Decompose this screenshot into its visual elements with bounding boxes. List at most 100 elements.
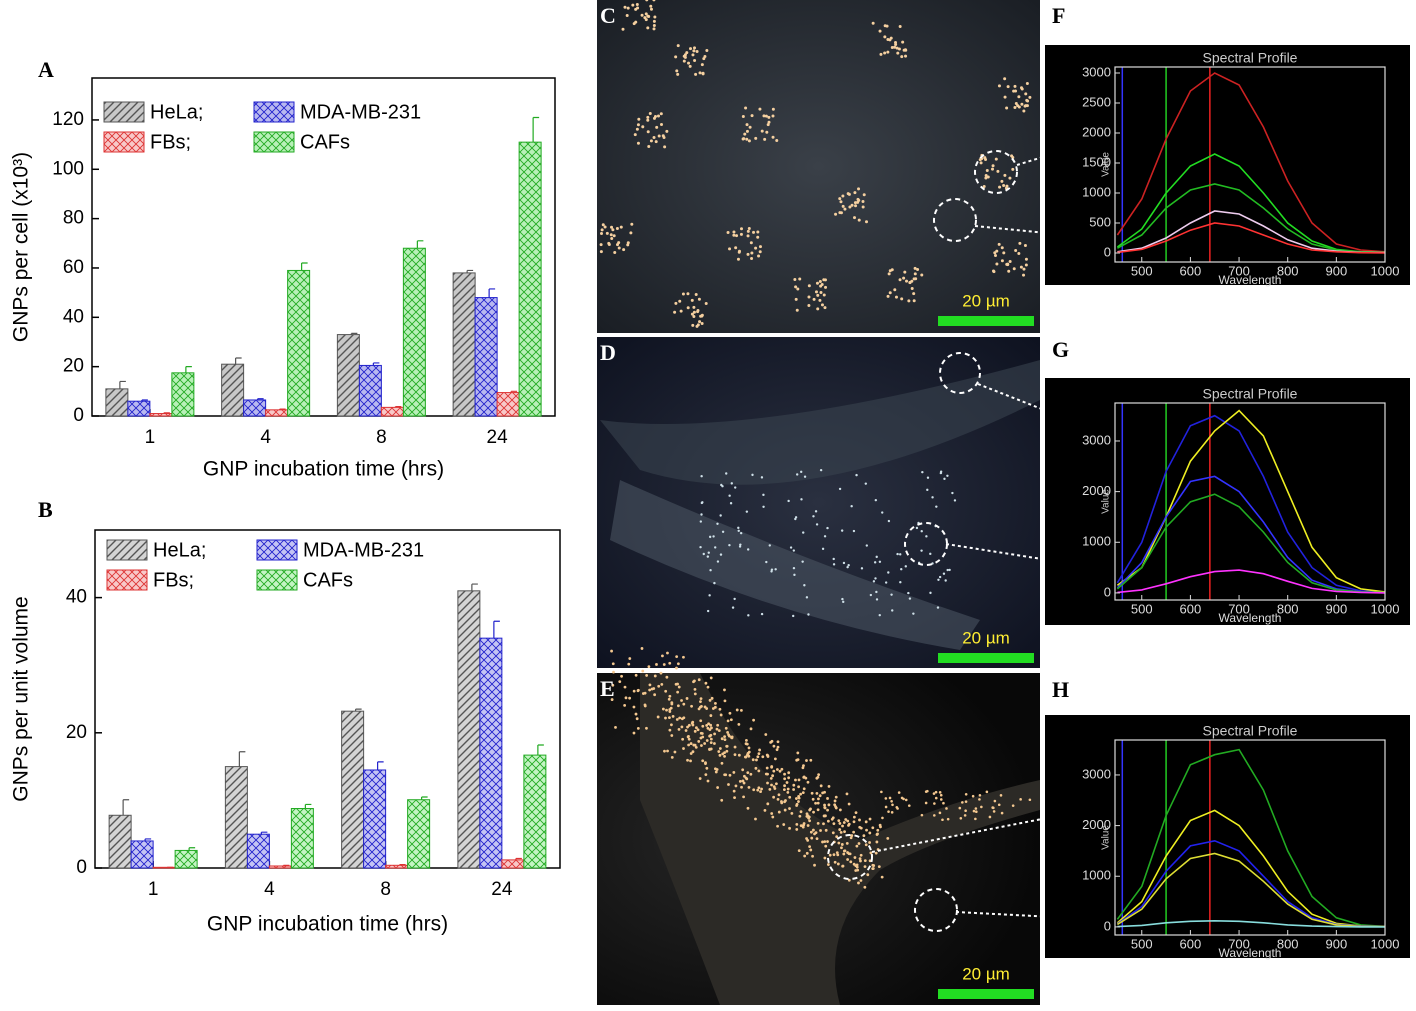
particle — [646, 115, 650, 119]
particle — [682, 59, 686, 63]
particle — [903, 270, 907, 274]
particle — [979, 161, 983, 165]
error-bar — [471, 583, 478, 591]
particle — [845, 792, 849, 796]
particle — [901, 40, 905, 44]
particle — [742, 795, 746, 799]
particle — [831, 816, 835, 820]
particle — [815, 837, 819, 841]
chart-title: Spectral Profile — [1203, 50, 1298, 66]
particle — [824, 285, 828, 289]
particle — [997, 84, 1001, 88]
particle — [721, 530, 725, 534]
particle — [617, 241, 621, 245]
particle — [764, 114, 768, 118]
particle — [1022, 273, 1026, 277]
plot-frame — [1114, 739, 1386, 936]
particle — [872, 580, 876, 583]
particle — [633, 133, 637, 137]
particle — [716, 786, 720, 789]
particle — [857, 187, 861, 191]
particle — [815, 281, 819, 285]
x-tick-label: 800 — [1277, 263, 1299, 278]
particle — [832, 557, 835, 561]
x-tick-label: 24 — [491, 879, 513, 900]
particle — [755, 758, 758, 762]
particle — [634, 673, 638, 677]
particle — [756, 235, 760, 239]
particle — [720, 483, 723, 487]
particle — [841, 194, 845, 198]
particle — [688, 64, 692, 68]
particle — [975, 810, 978, 813]
particle — [754, 246, 758, 250]
particle — [1024, 257, 1028, 261]
x-tick-label: 4 — [260, 427, 271, 448]
particle — [758, 748, 761, 752]
particle — [787, 771, 791, 775]
particle — [652, 19, 656, 23]
particle — [635, 3, 639, 7]
particle — [648, 111, 652, 115]
particle — [739, 232, 743, 236]
particle — [795, 828, 799, 831]
particle — [747, 746, 751, 750]
bar — [518, 141, 542, 417]
particle — [837, 841, 841, 845]
particle — [668, 728, 672, 732]
particle — [945, 807, 948, 810]
particle — [661, 707, 665, 711]
particle — [734, 784, 738, 788]
particle — [904, 565, 907, 568]
particle — [691, 750, 695, 754]
error-bar — [532, 116, 540, 143]
particle — [660, 682, 664, 686]
particle — [817, 773, 821, 777]
particle — [826, 863, 830, 866]
particle — [735, 234, 739, 238]
particle — [820, 282, 824, 286]
particle — [1022, 109, 1026, 113]
particle — [797, 785, 801, 789]
particle — [785, 781, 789, 784]
particle — [699, 700, 702, 704]
particle — [632, 705, 636, 709]
particle — [751, 473, 754, 477]
particle — [904, 54, 908, 58]
particle — [665, 129, 669, 133]
particle — [766, 123, 770, 127]
spectrum-line — [1117, 569, 1386, 594]
particle — [747, 227, 751, 231]
particle — [881, 511, 884, 514]
particle — [770, 568, 774, 571]
y-tick-label: 0 — [1104, 584, 1111, 599]
particle — [934, 790, 938, 794]
particle — [694, 745, 698, 749]
particle — [887, 519, 891, 523]
particle — [978, 798, 981, 801]
legend-label: CAFs — [300, 131, 350, 153]
particle — [692, 49, 696, 53]
particle — [992, 806, 995, 810]
x-tick-label: 900 — [1325, 601, 1347, 616]
particle — [687, 723, 691, 727]
particle — [600, 231, 604, 235]
particle — [687, 61, 691, 65]
particle — [707, 722, 711, 726]
legend-swatch — [103, 101, 145, 123]
error-bar — [185, 366, 192, 373]
bar — [501, 859, 525, 869]
particle — [723, 735, 726, 739]
particle — [821, 791, 825, 795]
particle — [740, 227, 744, 231]
particle — [761, 755, 765, 759]
legend-swatch — [106, 539, 148, 561]
particle — [733, 745, 737, 749]
particle — [767, 115, 771, 119]
particle — [792, 614, 795, 618]
spectrum-line — [1116, 852, 1386, 928]
particle — [647, 144, 651, 148]
scale-bar — [938, 653, 1034, 663]
particle — [884, 805, 888, 809]
particle — [737, 526, 740, 530]
